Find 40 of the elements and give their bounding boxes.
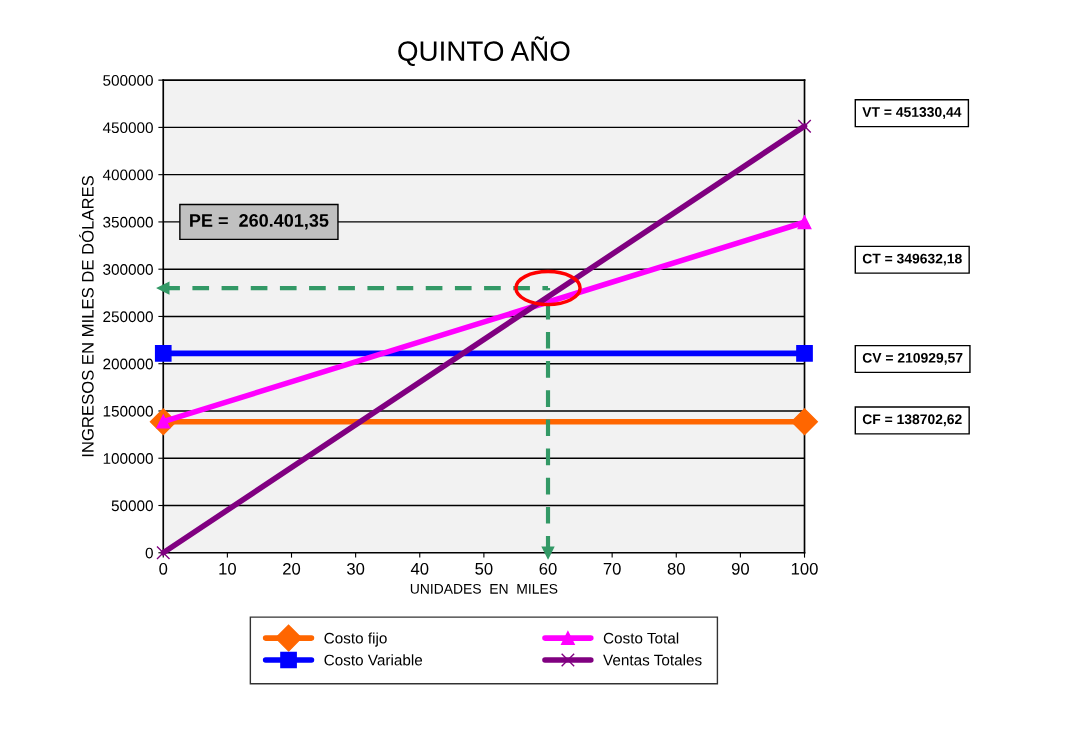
y-tick-label: 300000 (103, 264, 153, 275)
x-tick-label: 90 (731, 562, 750, 575)
y-tick-label: 100000 (103, 453, 153, 464)
y-tick-label: 400000 (102, 169, 153, 181)
point (797, 215, 812, 230)
x-tick-label: 80 (667, 562, 685, 575)
x-tick-label: 0 (159, 562, 168, 575)
x-tick-label: 70 (603, 562, 621, 575)
y-axis-title: INGRESOS EN MILES DE DÓLARES (79, 175, 94, 457)
x-tick-label: 100 (791, 562, 818, 575)
x-tick-label: 10 (219, 562, 236, 575)
y-tick-label: 0 (145, 547, 153, 559)
legend-label: Costo Total (603, 632, 679, 644)
text: CF = 138702,62 (862, 414, 962, 427)
x-tick-label: 50 (475, 562, 493, 575)
y-tick-label: 250000 (103, 311, 153, 323)
point (156, 545, 171, 560)
point (797, 119, 812, 134)
legend-label: Ventas Totales (603, 654, 702, 666)
legend-label: Costo fijo (324, 632, 387, 647)
point (791, 408, 818, 436)
x-tick-label: 30 (347, 562, 365, 575)
annotation: PE = 260.401,35 (190, 214, 329, 230)
point (154, 345, 172, 362)
chart-title: QUINTO AÑO (398, 36, 570, 66)
y-tick-label: 450000 (102, 122, 153, 134)
text: CV = 210929,57 (862, 352, 963, 365)
legend-label: Costo Variable (324, 654, 423, 666)
y-tick-label: 350000 (103, 216, 153, 228)
point (796, 345, 813, 362)
text: VT = 451330,44 (862, 107, 962, 119)
y-tick-label: 150000 (103, 405, 153, 417)
text: CT = 349632,18 (862, 253, 962, 266)
y-tick-label: 500000 (103, 75, 153, 86)
y-tick-label: 200000 (103, 358, 153, 370)
x-axis-title: UNIDADES EN MILES (410, 583, 558, 594)
y-tick-label: 50000 (111, 500, 153, 512)
x-tick-label: 20 (283, 562, 301, 575)
x-tick-label: 40 (410, 562, 429, 575)
x-tick-label: 60 (539, 562, 557, 575)
